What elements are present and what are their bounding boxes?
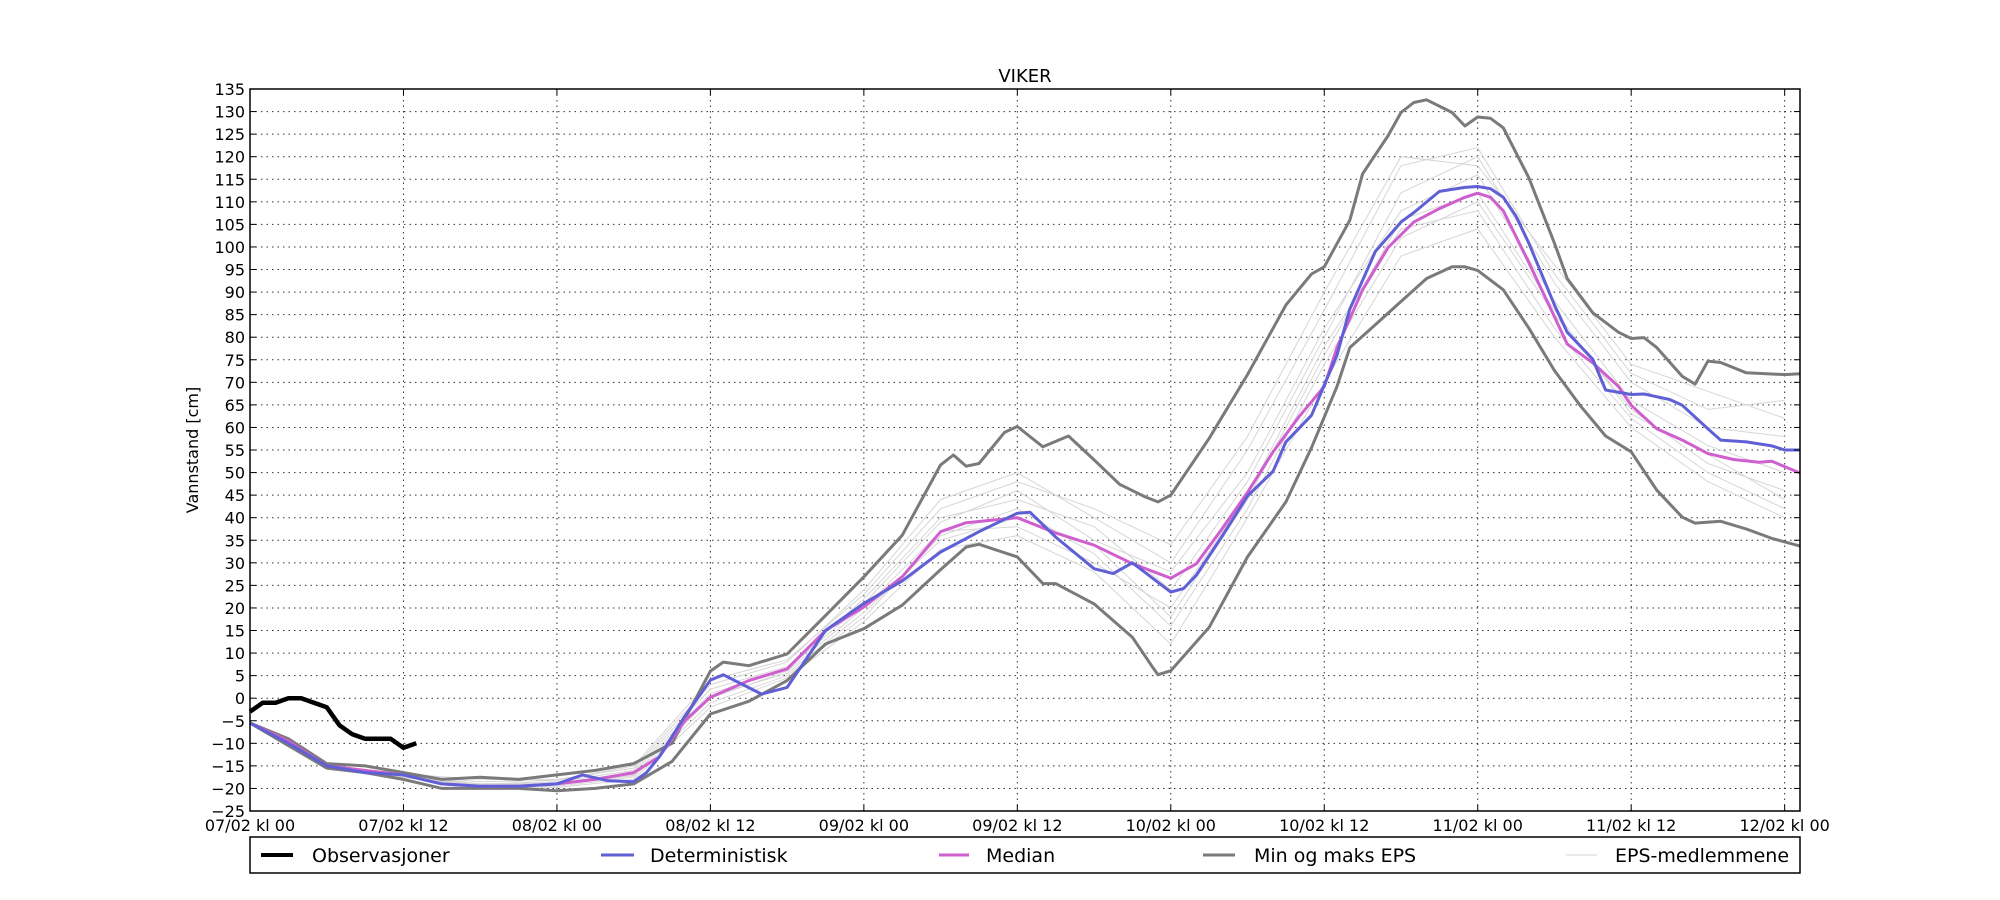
gridlines [250,89,1800,811]
y-tick-label: 110 [214,193,245,212]
legend-label-median: Median [986,845,1055,867]
y-tick-label: 60 [225,418,245,437]
y-tick-label: 25 [225,576,245,595]
y-tick-label: −5 [221,712,245,731]
y-tick-label: 0 [235,689,245,708]
deterministic-line [249,185,1800,788]
eps-min-line [249,265,1801,793]
legend-label-members: EPS-medlemmene [1615,845,1789,867]
y-tick-label: 125 [214,125,245,144]
eps-member-line-5 [249,174,1785,785]
y-tick-label: 10 [225,644,245,663]
y-tick-label: 65 [225,396,245,415]
y-tick-label: 80 [225,328,245,347]
x-tick-label: 09/02 kl 12 [972,816,1062,835]
y-tick-label: 100 [214,238,245,257]
x-tick-label: 12/02 kl 00 [1739,816,1829,835]
y-tick-label: 120 [214,148,245,167]
y-tick-label: 130 [214,103,245,122]
y-tick-label: 135 [214,80,245,99]
x-tick-label: 11/02 kl 12 [1586,816,1676,835]
y-tick-label: 15 [225,622,245,641]
observations-line [248,695,418,751]
y-tick-label: −20 [211,779,245,798]
y-tick-label: 20 [225,599,245,618]
legend: Observasjoner Deterministisk Median Min … [249,836,1801,874]
x-tick-label: 10/02 kl 00 [1126,816,1216,835]
y-tick-label: −25 [211,802,245,821]
y-tick-label: 90 [225,283,245,302]
y-tick-label: 115 [214,170,245,189]
y-tick-label: 55 [225,441,245,460]
x-tick-label: 07/02 kl 00 [205,816,295,835]
y-tick-label: −15 [211,757,245,776]
x-tick-label: 08/02 kl 00 [512,816,602,835]
y-tick-label: 95 [225,261,245,280]
y-tick-label: 75 [225,351,245,370]
eps-member-line-7 [249,156,1785,783]
y-tick-label: 35 [225,531,245,550]
y-axis-label: Vannstand [cm] [183,387,202,513]
chart-title: VIKER [998,66,1051,87]
legend-label-deterministic: Deterministisk [650,845,788,867]
x-tick-label: 10/02 kl 12 [1279,816,1369,835]
eps-max-line [249,98,1801,781]
y-tick-label: 105 [214,215,245,234]
x-tick-label: 09/02 kl 00 [819,816,909,835]
y-tick-label: 45 [225,486,245,505]
x-tick-label: 07/02 kl 12 [358,816,448,835]
y-tick-label: 50 [225,464,245,483]
y-tick-label: 70 [225,373,245,392]
y-axis: −25 −20 −15 −10 −5 0 5 10 15 20 25 30 35 40 45 50 55 60 65… [211,80,1800,821]
legend-frame [249,836,1801,874]
legend-label-minmax: Min og maks EPS [1254,845,1416,867]
eps-member-line-4 [249,210,1785,786]
y-tick-label: 5 [235,667,245,686]
y-tick-label: 85 [225,306,245,325]
series-lines [248,98,1801,793]
y-tick-label: 40 [225,509,245,528]
y-tick-label: −10 [211,734,245,753]
x-axis: 07/02 kl 00 07/02 kl 12 08/02 kl 00 08/02 k… [205,89,1830,835]
y-tick-label: 30 [225,554,245,573]
x-tick-label: 08/02 kl 12 [665,816,755,835]
x-tick-label: 11/02 kl 00 [1433,816,1523,835]
legend-label-observations: Observasjoner [312,845,450,867]
